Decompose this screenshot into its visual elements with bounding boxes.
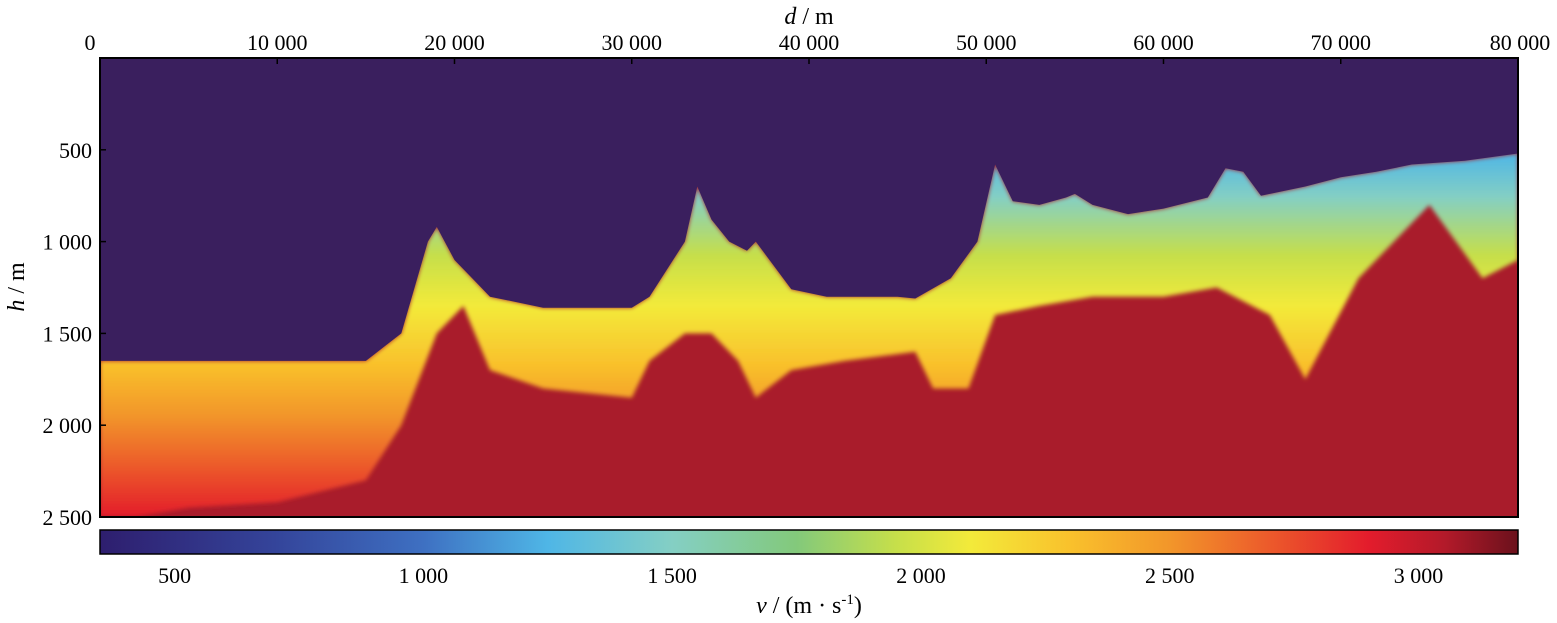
colorbar-unit-prefix: / (m · s — [767, 593, 842, 619]
y-tick-label: 2 000 — [43, 413, 93, 438]
x-tick-label: 10 000 — [247, 30, 308, 55]
x-tick-label: 60 000 — [1133, 30, 1194, 55]
colorbar-label: v / (m · s-1) — [756, 592, 862, 619]
water-layer — [100, 58, 1518, 361]
x-axis-unit: / m — [796, 4, 834, 30]
colorbar-tick-label: 1 500 — [647, 563, 697, 588]
colorbar-tick-label: 1 000 — [399, 563, 449, 588]
y-axis-symbol: h — [4, 300, 30, 312]
colorbar-tick-label: 500 — [158, 563, 191, 588]
x-axis-symbol: d — [784, 4, 797, 30]
plot-area — [100, 58, 1518, 517]
x-tick-label: 80 000 — [1490, 30, 1551, 55]
colorbar — [99, 529, 1519, 555]
y-axis-unit: / m — [4, 262, 30, 300]
colorbar-tick-label: 2 500 — [1145, 563, 1195, 588]
x-tick-label: 50 000 — [956, 30, 1017, 55]
x-tick-label: 30 000 — [602, 30, 663, 55]
x-tick-label: 20 000 — [424, 30, 485, 55]
velocity-transition-zone — [100, 153, 1518, 517]
y-tick-label: 500 — [59, 138, 92, 163]
x-axis: 0 10 000 20 000 30 000 40 000 50 000 60 000 70 … — [85, 30, 1551, 64]
x-tick-label: 0 — [85, 30, 96, 55]
y-tick-label: 1 500 — [43, 321, 93, 346]
x-tick-label: 70 000 — [1311, 30, 1372, 55]
y-axis-label: h / m — [4, 262, 30, 312]
colorbar-tick-label: 2 000 — [896, 563, 946, 588]
colorbar-unit-suffix: ) — [854, 593, 862, 619]
y-tick-label: 2 500 — [43, 505, 93, 530]
colorbar-ticks: 500 1 000 1 500 2 000 2 500 3 000 — [158, 563, 1443, 588]
y-axis: 500 1 000 1 500 2 000 2 500 — [43, 138, 106, 530]
colorbar-tick-label: 3 000 — [1394, 563, 1444, 588]
y-tick-label: 1 000 — [43, 230, 93, 255]
x-axis-label: d / m — [784, 4, 834, 30]
colorbar-symbol: v — [756, 593, 767, 619]
x-tick-label: 40 000 — [779, 30, 840, 55]
colorbar-unit-superscript: -1 — [841, 592, 854, 608]
